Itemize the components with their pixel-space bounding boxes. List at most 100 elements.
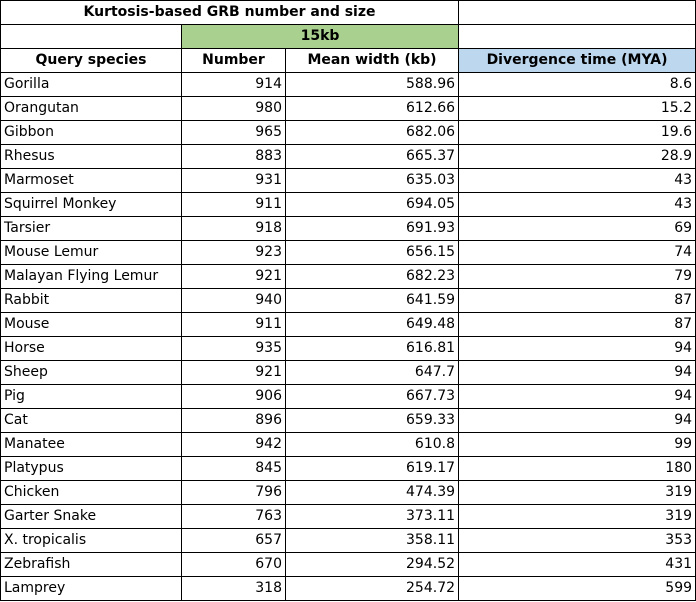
table-row: Tarsier 918 691.93 69: [0, 216, 696, 241]
divergence-cell: 319: [458, 504, 696, 529]
title-blank-cell: [458, 0, 696, 25]
species-cell: Mouse: [0, 312, 182, 337]
number-cell: 906: [181, 384, 286, 409]
mean-width-cell: 691.93: [284, 216, 460, 241]
number-cell: 942: [181, 432, 286, 457]
table-row: X. tropicalis 657 358.11 353: [0, 528, 696, 553]
mean-width-cell: 474.39: [284, 480, 460, 505]
mean-width-cell: 254.72: [284, 576, 460, 601]
number-cell: 918: [181, 216, 286, 241]
table-row: Rabbit 940 641.59 87: [0, 288, 696, 313]
table-row: Orangutan 980 612.66 15.2: [0, 96, 696, 121]
divergence-cell: 353: [458, 528, 696, 553]
table-row: Gibbon 965 682.06 19.6: [0, 120, 696, 145]
table-row: Marmoset 931 635.03 43: [0, 168, 696, 193]
species-cell: Zebrafish: [0, 552, 182, 577]
mean-width-cell: 659.33: [284, 408, 460, 433]
species-cell: Orangutan: [0, 96, 182, 121]
mean-width-cell: 656.15: [284, 240, 460, 265]
number-cell: 657: [181, 528, 286, 553]
band-row: 15kb: [0, 24, 696, 49]
divergence-cell: 94: [458, 408, 696, 433]
band-blank-left: [0, 24, 182, 49]
divergence-cell: 74: [458, 240, 696, 265]
divergence-cell: 43: [458, 168, 696, 193]
mean-width-cell: 647.7: [284, 360, 460, 385]
number-cell: 896: [181, 408, 286, 433]
mean-width-cell: 616.81: [284, 336, 460, 361]
number-cell: 965: [181, 120, 286, 145]
mean-width-cell: 682.06: [284, 120, 460, 145]
header-mean-width: Mean width (kb): [284, 48, 460, 73]
divergence-cell: 69: [458, 216, 696, 241]
divergence-cell: 94: [458, 384, 696, 409]
table-title: Kurtosis-based GRB number and size: [0, 0, 460, 25]
species-cell: Gibbon: [0, 120, 182, 145]
species-cell: Lamprey: [0, 576, 182, 601]
species-cell: X. tropicalis: [0, 528, 182, 553]
divergence-cell: 94: [458, 360, 696, 385]
divergence-cell: 43: [458, 192, 696, 217]
number-cell: 318: [181, 576, 286, 601]
table-row: Gorilla 914 588.96 8.6: [0, 72, 696, 97]
mean-width-cell: 358.11: [284, 528, 460, 553]
divergence-cell: 28.9: [458, 144, 696, 169]
table-row: Chicken 796 474.39 319: [0, 480, 696, 505]
table-row: Lamprey 318 254.72 599: [0, 576, 696, 601]
mean-width-cell: 649.48: [284, 312, 460, 337]
table-row: Cat 896 659.33 94: [0, 408, 696, 433]
divergence-cell: 19.6: [458, 120, 696, 145]
divergence-cell: 87: [458, 288, 696, 313]
table-row: Manatee 942 610.8 99: [0, 432, 696, 457]
number-cell: 883: [181, 144, 286, 169]
species-cell: Sheep: [0, 360, 182, 385]
species-cell: Rhesus: [0, 144, 182, 169]
number-cell: 845: [181, 456, 286, 481]
band-blank-right: [458, 24, 696, 49]
number-cell: 921: [181, 360, 286, 385]
divergence-cell: 319: [458, 480, 696, 505]
table-row: Pig 906 667.73 94: [0, 384, 696, 409]
number-cell: 911: [181, 312, 286, 337]
divergence-cell: 87: [458, 312, 696, 337]
table-row: Mouse Lemur 923 656.15 74: [0, 240, 696, 265]
species-cell: Marmoset: [0, 168, 182, 193]
species-cell: Garter Snake: [0, 504, 182, 529]
header-divergence-time: Divergence time (MYA): [458, 48, 696, 73]
table-row: Squirrel Monkey 911 694.05 43: [0, 192, 696, 217]
mean-width-cell: 682.23: [284, 264, 460, 289]
number-cell: 980: [181, 96, 286, 121]
divergence-cell: 15.2: [458, 96, 696, 121]
table-row: Malayan Flying Lemur 921 682.23 79: [0, 264, 696, 289]
header-query-species: Query species: [0, 48, 182, 73]
number-cell: 763: [181, 504, 286, 529]
species-cell: Gorilla: [0, 72, 182, 97]
mean-width-cell: 294.52: [284, 552, 460, 577]
species-cell: Manatee: [0, 432, 182, 457]
number-cell: 940: [181, 288, 286, 313]
mean-width-cell: 373.11: [284, 504, 460, 529]
mean-width-cell: 641.59: [284, 288, 460, 313]
table-row: Zebrafish 670 294.52 431: [0, 552, 696, 577]
divergence-cell: 599: [458, 576, 696, 601]
mean-width-cell: 588.96: [284, 72, 460, 97]
header-number: Number: [181, 48, 286, 73]
species-cell: Mouse Lemur: [0, 240, 182, 265]
number-cell: 931: [181, 168, 286, 193]
mean-width-cell: 612.66: [284, 96, 460, 121]
number-cell: 796: [181, 480, 286, 505]
divergence-cell: 8.6: [458, 72, 696, 97]
divergence-cell: 180: [458, 456, 696, 481]
mean-width-cell: 610.8: [284, 432, 460, 457]
table-row: Platypus 845 619.17 180: [0, 456, 696, 481]
mean-width-cell: 665.37: [284, 144, 460, 169]
table-row: Horse 935 616.81 94: [0, 336, 696, 361]
species-cell: Squirrel Monkey: [0, 192, 182, 217]
number-cell: 921: [181, 264, 286, 289]
number-cell: 914: [181, 72, 286, 97]
species-cell: Cat: [0, 408, 182, 433]
title-row: Kurtosis-based GRB number and size: [0, 0, 696, 25]
divergence-cell: 99: [458, 432, 696, 457]
species-cell: Tarsier: [0, 216, 182, 241]
